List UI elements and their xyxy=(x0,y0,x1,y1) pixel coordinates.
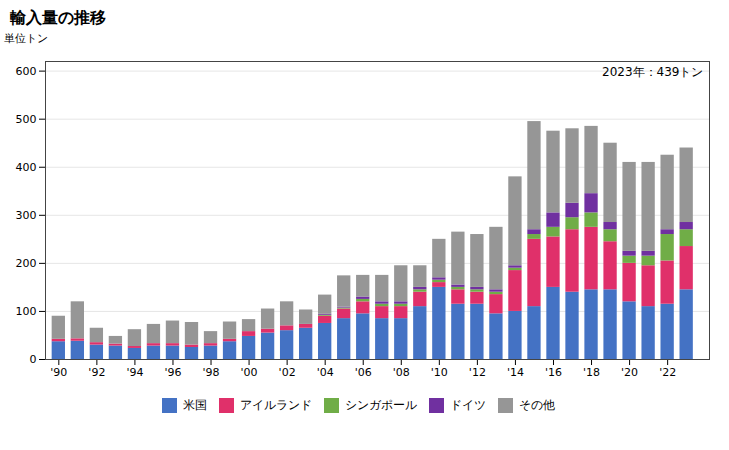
html-text:輸入量の推移: 輸入量の推移 xyxy=(10,8,106,27)
svg-text:'02: '02 xyxy=(279,366,296,379)
svg-text:'18: '18 xyxy=(583,366,600,379)
svg-text:'08: '08 xyxy=(393,366,410,379)
html-text:ドイツ: ドイツ xyxy=(450,398,486,412)
svg-text:'10: '10 xyxy=(431,366,448,379)
svg-text:200: 200 xyxy=(16,257,37,270)
svg-text:300: 300 xyxy=(16,209,37,222)
svg-text:'16: '16 xyxy=(545,366,562,379)
html-text:シンガポール: シンガポール xyxy=(345,398,417,412)
svg-text:'94: '94 xyxy=(126,366,143,379)
svg-text:2023年：439トン: 2023年：439トン xyxy=(602,65,703,79)
svg-text:'04: '04 xyxy=(317,366,334,379)
svg-text:'96: '96 xyxy=(164,366,181,379)
svg-text:'06: '06 xyxy=(355,366,372,379)
html-text:その他: その他 xyxy=(519,398,555,412)
svg-text:400: 400 xyxy=(16,161,37,174)
svg-text:0: 0 xyxy=(30,353,37,366)
svg-text:'12: '12 xyxy=(469,366,486,379)
svg-text:500: 500 xyxy=(16,113,37,126)
svg-text:'20: '20 xyxy=(621,366,638,379)
svg-text:'92: '92 xyxy=(88,366,105,379)
svg-text:'14: '14 xyxy=(507,366,524,379)
svg-text:100: 100 xyxy=(16,305,37,318)
svg-text:単位トン: 単位トン xyxy=(4,32,48,45)
svg-text:600: 600 xyxy=(16,65,37,78)
html-text:米国: 米国 xyxy=(183,398,207,412)
svg-text:'98: '98 xyxy=(203,366,220,379)
svg-text:'22: '22 xyxy=(659,366,676,379)
html-text:アイルランド: アイルランド xyxy=(240,398,312,412)
svg-text:'90: '90 xyxy=(50,366,67,379)
svg-text:'00: '00 xyxy=(241,366,258,379)
